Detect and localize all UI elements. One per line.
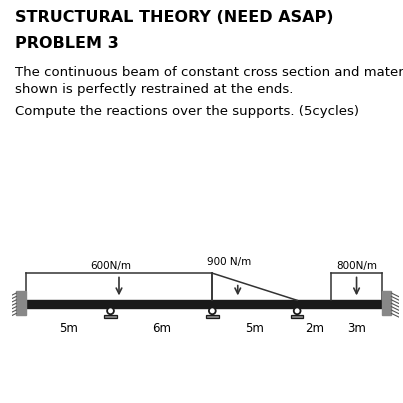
Bar [382,291,391,315]
Text: 2m: 2m [305,322,324,335]
Bar [104,315,117,318]
Text: PROBLEM 3: PROBLEM 3 [15,36,119,51]
Text: 5m: 5m [59,322,77,335]
Text: The continuous beam of constant cross section and material: The continuous beam of constant cross se… [15,66,403,79]
Circle shape [107,307,114,314]
Text: Compute the reactions over the supports. (5cycles): Compute the reactions over the supports.… [15,105,359,118]
Text: 600N/m: 600N/m [90,261,131,271]
Circle shape [294,307,301,314]
Text: STRUCTURAL THEORY (NEED ASAP): STRUCTURAL THEORY (NEED ASAP) [15,10,334,25]
Circle shape [209,307,216,314]
Text: 3m: 3m [347,322,366,335]
Text: 800N/m: 800N/m [336,261,377,271]
Text: 5m: 5m [245,322,264,335]
Bar [206,315,218,318]
Bar [291,315,303,318]
Text: 6m: 6m [152,322,171,335]
Bar [17,291,26,315]
Text: shown is perfectly restrained at the ends.: shown is perfectly restrained at the end… [15,83,294,96]
Text: 900 N/m: 900 N/m [207,257,251,267]
